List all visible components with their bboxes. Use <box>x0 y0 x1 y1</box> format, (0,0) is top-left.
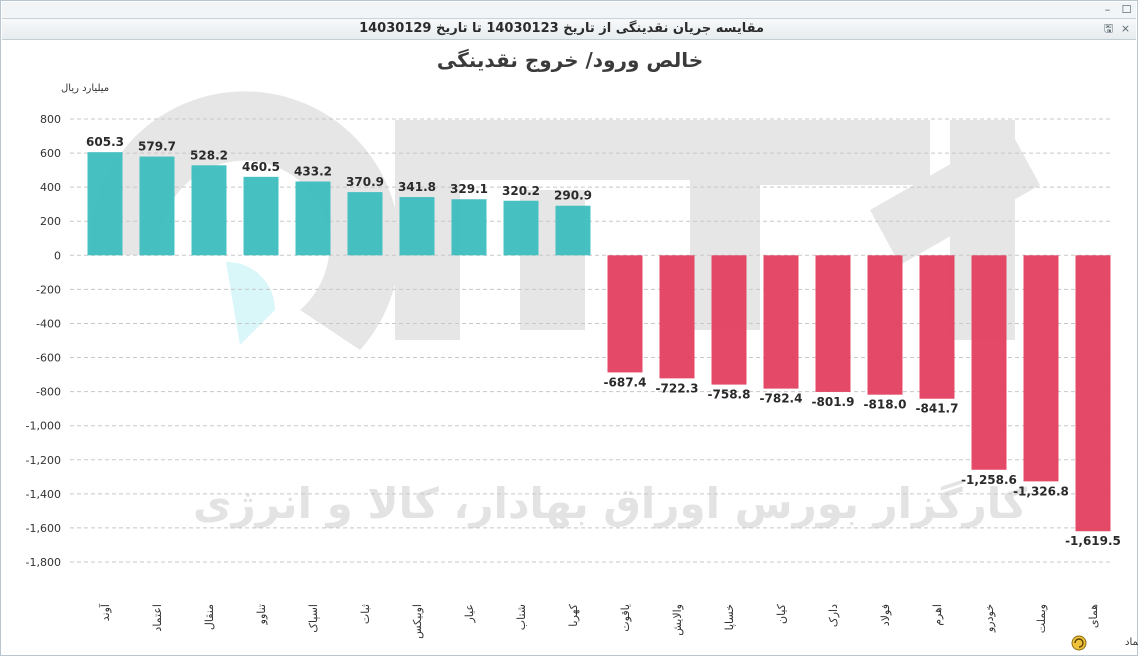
y-axis-label: میلیارد ریال <box>61 83 109 94</box>
x-tick-label: ثبات <box>359 604 372 624</box>
bar[interactable] <box>1075 255 1111 532</box>
x-tick-label: خساپا <box>723 604 736 630</box>
y-tick-label: -1,000 <box>26 420 61 433</box>
bar[interactable] <box>191 165 227 256</box>
x-tick-label: آوند <box>98 603 112 621</box>
x-tick-label: وبملت <box>1035 604 1048 633</box>
y-tick-label: -1,600 <box>26 522 61 535</box>
x-tick-label: فولاد <box>879 604 892 626</box>
value-label: -1,326.8 <box>1013 484 1069 498</box>
value-label: -722.3 <box>656 381 699 395</box>
x-tick-label: منقال <box>203 604 216 630</box>
value-label: 370.9 <box>346 175 384 189</box>
value-label: 290.9 <box>554 189 592 203</box>
bar[interactable] <box>347 192 383 256</box>
value-label: -1,258.6 <box>961 473 1017 487</box>
x-tick-label: کهربا <box>567 603 580 627</box>
bar[interactable] <box>659 255 695 379</box>
x-tick-label: یاقوت <box>619 604 632 632</box>
y-tick-label: 0 <box>54 249 61 262</box>
x-tick-label: اوبیکس <box>411 604 424 639</box>
bar[interactable] <box>399 197 435 256</box>
bar[interactable] <box>763 255 799 389</box>
x-tick-label: تناوو <box>255 604 268 625</box>
watermark-logo: کارگزار بورس اوراق بهادار، کالا و انرژی <box>89 91 1040 529</box>
value-label: 579.7 <box>138 140 176 154</box>
x-tick-label: شتاب <box>515 604 528 630</box>
bar[interactable] <box>971 255 1007 470</box>
maximize-button[interactable]: ☐ <box>1121 3 1132 16</box>
window-title: مقایسه جریان نقدینگی از تاریخ 14030123 ت… <box>359 21 764 36</box>
export-icon[interactable]: 🖫 <box>1103 22 1114 35</box>
bar[interactable] <box>919 255 955 399</box>
value-label: 433.2 <box>294 164 332 178</box>
value-label: -801.9 <box>812 395 855 409</box>
y-tick-label: -400 <box>36 317 61 330</box>
y-tick-label: -800 <box>36 386 61 399</box>
bars <box>87 152 1111 532</box>
value-label: 329.1 <box>450 182 488 196</box>
value-label: -687.4 <box>604 375 647 389</box>
bar[interactable] <box>243 176 279 256</box>
value-label: -758.8 <box>708 388 751 402</box>
y-tick-label: 600 <box>40 147 61 160</box>
close-chart-icon[interactable]: ⨯ <box>1120 22 1131 35</box>
value-label: -782.4 <box>760 392 803 406</box>
value-label: 460.5 <box>242 160 280 174</box>
bar[interactable] <box>815 255 851 392</box>
watermark-text: کارگزار بورس اوراق بهادار، کالا و انرژی <box>193 479 1028 529</box>
refresh-icon[interactable] <box>1071 635 1087 651</box>
bar[interactable] <box>555 205 591 256</box>
value-label: 341.8 <box>398 180 436 194</box>
y-tick-label: 400 <box>40 181 61 194</box>
y-tick-label: 800 <box>40 113 61 126</box>
value-label: -818.0 <box>864 398 907 412</box>
x-tick-label: عیار <box>463 604 476 624</box>
x-tick-label: همای <box>1087 604 1100 628</box>
value-label: -1,619.5 <box>1065 534 1121 548</box>
value-label: 605.3 <box>86 135 124 149</box>
y-tick-label: -1,400 <box>26 488 61 501</box>
bar[interactable] <box>503 200 539 256</box>
chart-titlebar: مقایسه جریان نقدینگی از تاریخ 14030123 ت… <box>2 19 1136 40</box>
bar[interactable] <box>139 156 175 256</box>
x-tick-label: کیان <box>775 603 788 624</box>
x-tick-label: والایش <box>671 604 684 636</box>
y-tick-label: -1,200 <box>26 454 61 467</box>
value-labels: 605.3 579.7 528.2 460.5 433.2 370.9 341.8 329.1… <box>86 135 1121 548</box>
bar[interactable] <box>607 255 643 373</box>
y-tick-label: -200 <box>36 283 61 296</box>
chart-title: خالص ورود/ خروج نقدینگی <box>437 48 703 72</box>
value-label: -841.7 <box>916 402 959 416</box>
bar[interactable] <box>451 199 487 256</box>
y-tick-label: -1,800 <box>26 556 61 569</box>
minimize-button[interactable]: – <box>1104 3 1111 16</box>
bar[interactable] <box>867 255 903 395</box>
bar[interactable] <box>87 152 123 256</box>
bar[interactable] <box>1023 255 1059 482</box>
x-tick-label: اعتماد <box>151 604 164 632</box>
bar[interactable] <box>295 181 331 256</box>
bar[interactable] <box>711 255 747 385</box>
y-tick-label: -600 <box>36 352 61 365</box>
value-label: 320.2 <box>502 184 540 198</box>
window-topbar: – ☐ <box>2 2 1136 19</box>
x-tick-label: دارک <box>827 604 840 627</box>
x-axis-label: نماد <box>1125 637 1138 648</box>
y-tick-labels: 800 600 400 200 0 -200 -400 -600 -800 -1,000 -1,20… <box>26 113 61 569</box>
y-tick-label: 200 <box>40 215 61 228</box>
x-tick-label: اهرم <box>931 604 944 626</box>
x-tick-label: اسپاک <box>307 604 320 633</box>
x-tick-label: خودرو <box>983 604 996 633</box>
x-tick-labels: آوند اعتماد منقال تناوو اسپاک ثبات اوبیکس عیار ش… <box>98 603 1100 639</box>
value-label: 528.2 <box>190 148 228 162</box>
